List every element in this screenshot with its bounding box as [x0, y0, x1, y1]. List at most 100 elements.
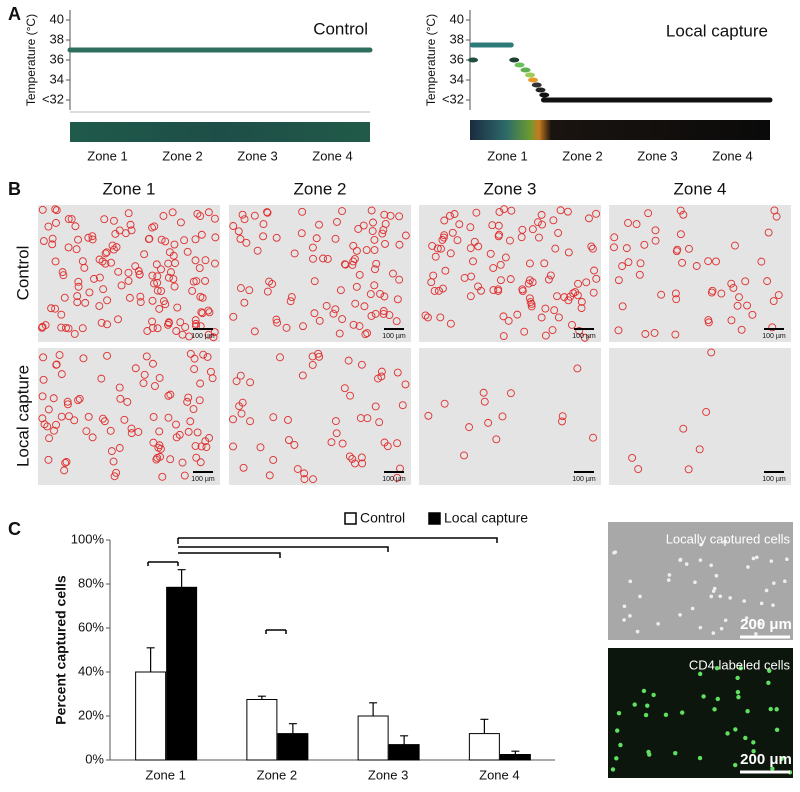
cell-marker	[84, 412, 93, 421]
cell-marker	[421, 311, 430, 320]
cell-marker	[124, 209, 133, 218]
zone-label: Zone 1	[87, 148, 127, 163]
cell	[709, 594, 714, 599]
cell-marker	[115, 226, 124, 235]
cell-marker	[47, 304, 56, 313]
labeled-cell	[714, 666, 720, 671]
cell-marker	[499, 332, 508, 341]
labeled-cell	[743, 735, 748, 741]
cell-marker	[191, 256, 200, 265]
cell-marker	[246, 417, 255, 426]
cell-marker	[370, 246, 379, 254]
cell-marker	[101, 249, 110, 258]
cell-marker	[768, 323, 777, 332]
cell-marker	[124, 268, 133, 277]
labeled-cell	[745, 708, 750, 714]
cell-marker	[385, 311, 394, 319]
labeled-cell	[715, 696, 720, 702]
cell-marker	[236, 284, 245, 293]
cell-marker	[554, 228, 563, 237]
cell-marker	[102, 248, 111, 257]
cell-marker	[695, 445, 704, 454]
cell-marker	[190, 365, 199, 374]
cell-marker	[558, 417, 566, 426]
cell-marker	[195, 264, 204, 273]
cell-marker	[153, 286, 162, 295]
cell-marker	[40, 420, 49, 429]
cell-marker	[371, 402, 380, 411]
cell-marker	[676, 206, 685, 215]
labeled-cell	[738, 665, 744, 671]
cell-marker	[204, 208, 213, 217]
cell-marker	[116, 394, 125, 403]
cell-marker	[622, 244, 631, 253]
cell-marker	[62, 457, 71, 466]
cell-marker	[526, 298, 535, 307]
scale-bar-label: 100 µm	[382, 476, 406, 483]
cell-marker	[109, 216, 118, 225]
cell-marker	[577, 304, 586, 313]
cell	[723, 539, 727, 544]
cell-marker	[352, 246, 361, 255]
cell-marker	[440, 216, 449, 225]
cell-marker	[513, 310, 522, 319]
cell-marker	[253, 246, 262, 255]
cell-marker	[472, 208, 481, 217]
cell-marker	[155, 427, 164, 436]
cell-marker	[446, 249, 455, 258]
cell	[622, 618, 626, 622]
cell-marker	[393, 295, 402, 304]
cell-marker	[684, 244, 693, 253]
cell-marker	[640, 240, 649, 249]
y-tick-label: 20%	[78, 707, 104, 722]
cell-marker	[100, 215, 109, 224]
bar	[166, 586, 198, 761]
cell-marker	[166, 455, 175, 464]
labeled-cell	[751, 748, 756, 754]
cell-marker	[284, 436, 293, 444]
cell	[622, 604, 627, 609]
temperature-point	[514, 62, 525, 68]
labeled-cell	[774, 707, 779, 712]
cell-marker	[52, 219, 60, 227]
labeled-cell	[725, 731, 730, 736]
cell-marker	[136, 298, 145, 307]
cell-marker	[769, 297, 778, 305]
cell-marker	[333, 217, 341, 226]
cell-marker	[142, 352, 151, 361]
scale-bar-label: 200 μm	[740, 616, 792, 633]
cell-marker	[440, 399, 449, 408]
cell-marker	[712, 257, 720, 266]
cell	[698, 558, 703, 562]
labeled-cell	[701, 694, 706, 699]
temperature-point	[535, 87, 546, 93]
cell-marker	[189, 277, 198, 286]
cell-marker	[272, 315, 281, 324]
cell-marker	[395, 240, 404, 249]
cell-marker	[273, 318, 282, 327]
panel-label: B	[8, 179, 21, 199]
cell	[744, 616, 749, 620]
error-bar	[480, 718, 489, 734]
cell	[771, 603, 775, 607]
cell-marker	[71, 222, 80, 231]
cell-marker	[99, 285, 108, 294]
cell-marker	[641, 330, 650, 338]
cell-marker	[152, 260, 161, 269]
cell-marker	[148, 296, 157, 305]
cell-marker	[114, 315, 122, 324]
cell-marker	[196, 292, 205, 301]
cell-marker	[176, 218, 185, 227]
cell-marker	[372, 259, 381, 268]
y-tick-label: 38	[50, 31, 64, 46]
cell-marker	[338, 207, 346, 216]
cell-marker	[582, 278, 591, 287]
cell-marker	[265, 471, 274, 480]
cell-marker	[375, 418, 384, 427]
cell-marker	[101, 259, 110, 268]
temperature-point	[539, 92, 550, 98]
legend-swatch	[428, 512, 441, 525]
cell-marker	[166, 390, 175, 399]
cell-marker	[575, 326, 584, 335]
cell-marker	[193, 209, 202, 218]
